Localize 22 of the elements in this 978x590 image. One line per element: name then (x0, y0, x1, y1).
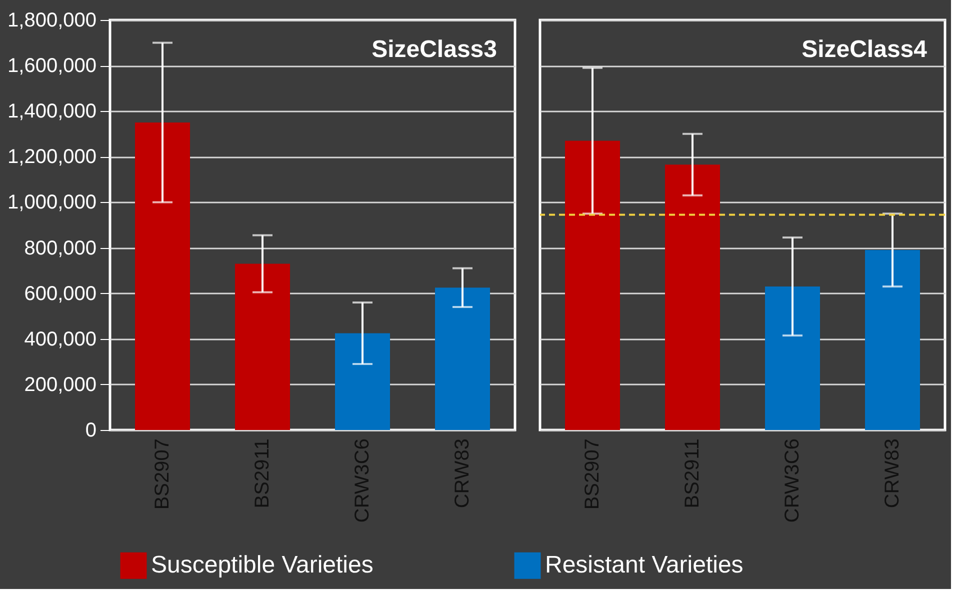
bar (765, 286, 820, 430)
y-tick-label: 1,600,000 (8, 55, 96, 78)
bar (665, 164, 720, 430)
bar (865, 250, 920, 430)
y-tick-label: 400,000 (24, 328, 96, 350)
y-tick-label: 800,000 (24, 237, 96, 260)
y-tick-label: 1,200,000 (8, 146, 96, 168)
y-tick-label: 600,000 (24, 282, 96, 305)
legend-label: Susceptible Varieties (151, 552, 374, 579)
bar (135, 122, 190, 430)
bar (235, 264, 290, 430)
y-tick-label: 1,400,000 (8, 100, 96, 123)
y-tick-label: 0 (85, 420, 96, 442)
bar (435, 288, 490, 430)
text: SizeClass3 (372, 36, 497, 63)
y-tick-label: 1,800,000 (8, 10, 96, 32)
bar (335, 333, 390, 430)
legend-label: Resistant Varieties (545, 552, 744, 579)
bar (565, 140, 620, 430)
y-tick-label: 200,000 (24, 374, 96, 396)
text: SizeClass4 (802, 36, 928, 63)
y-tick-label: 1,000,000 (8, 192, 96, 214)
